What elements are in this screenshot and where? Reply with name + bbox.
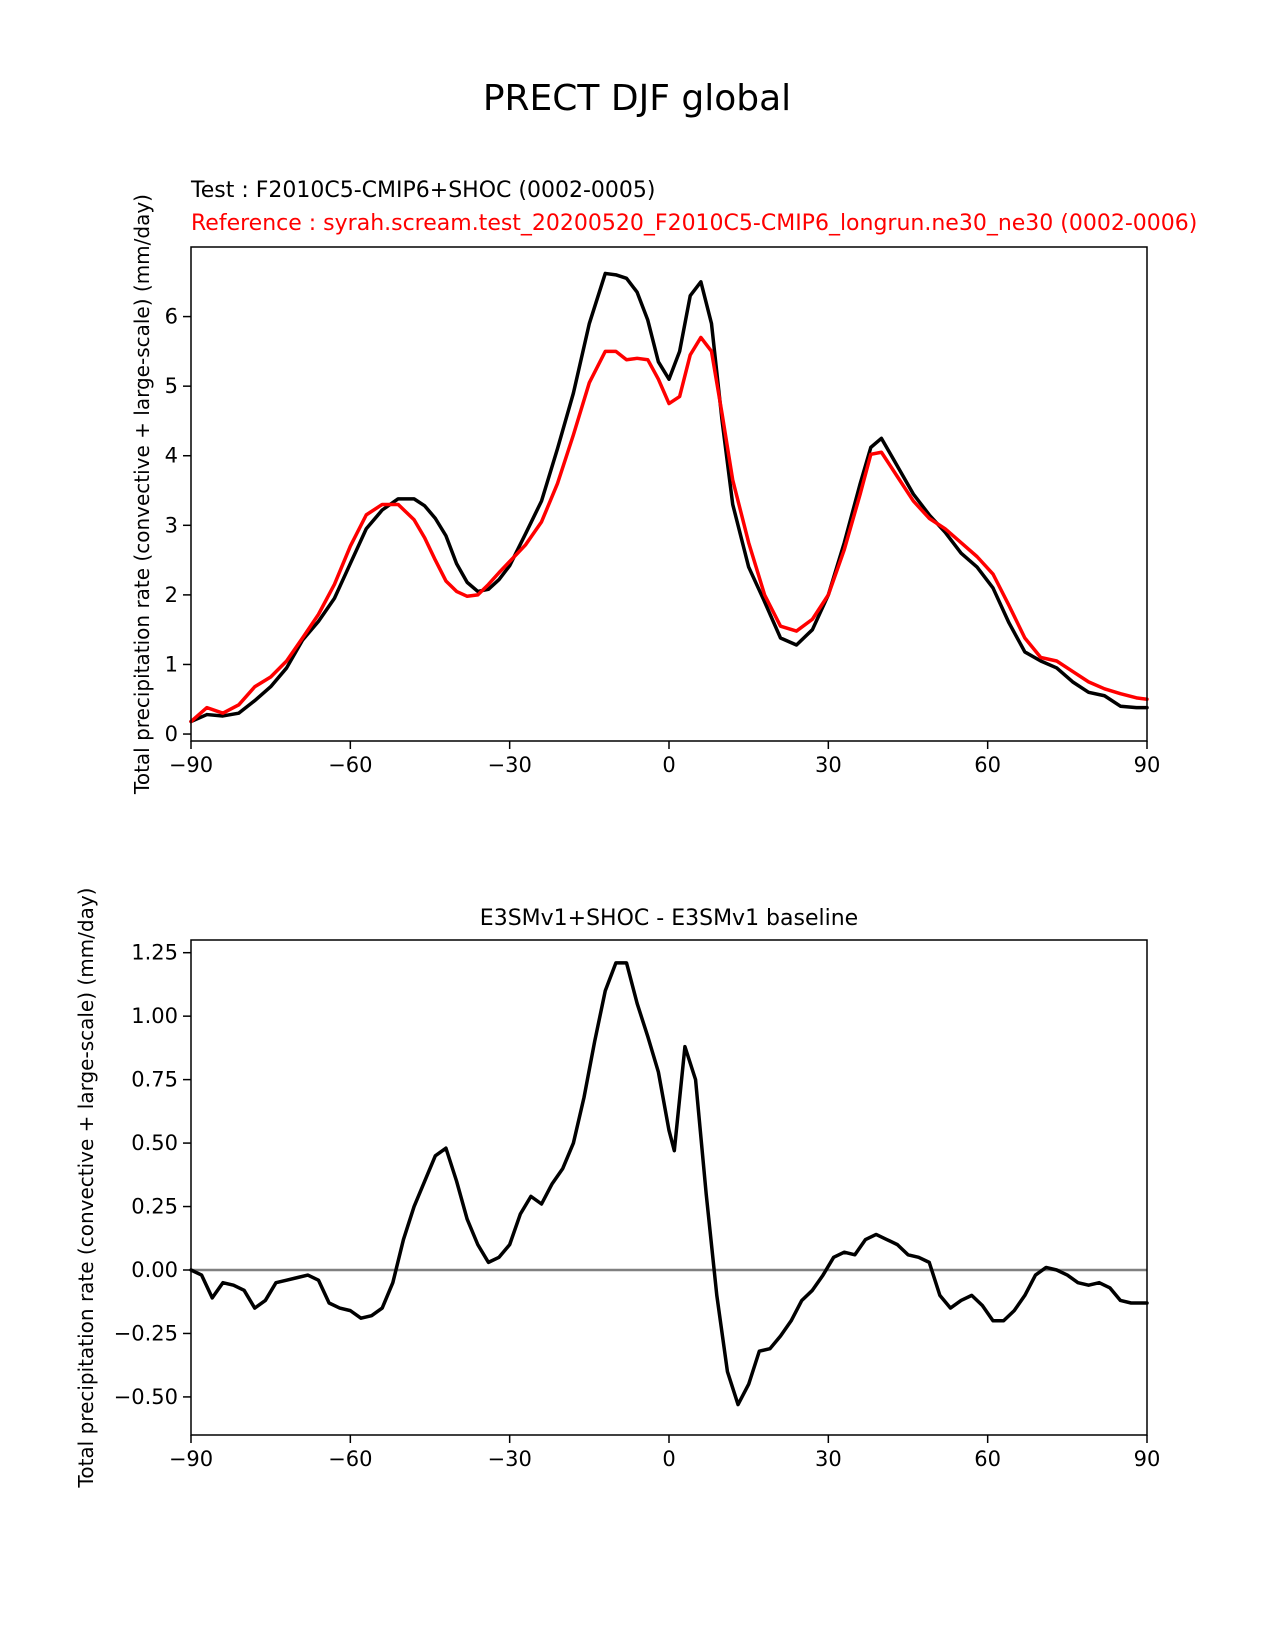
y-tick-label: 0.25 (131, 1195, 178, 1219)
y-tick-label: 0 (165, 722, 178, 746)
x-tick-label: 30 (815, 753, 842, 777)
y-axis-label: Total precipitation rate (convective + l… (74, 888, 98, 1489)
y-axis-label: Total precipitation rate (convective + l… (130, 194, 154, 795)
plot-frame (190, 939, 1148, 1436)
series-line-difference (189, 961, 1149, 1407)
y-tick-label: 3 (165, 513, 178, 537)
series-line-reference (189, 335, 1149, 724)
y-tick-label: 4 (165, 444, 178, 468)
x-tick-label: −90 (169, 753, 213, 777)
top-panel-test-title: Test : F2010C5-CMIP6+SHOC (0002-0005) (190, 178, 655, 203)
x-tick-label: 60 (974, 753, 1001, 777)
bottom-panel: E3SMv1+SHOC - E3SMv1 baseline −90 −60 −30 0… (74, 888, 1160, 1489)
y-tick-label: 1.25 (131, 941, 178, 965)
y-tick-label: 2 (165, 583, 178, 607)
x-tick-label: 0 (662, 1447, 675, 1471)
y-tick-label: −0.25 (114, 1321, 178, 1345)
x-tick-label: 90 (1134, 753, 1161, 777)
x-tick-label: −90 (169, 1447, 213, 1471)
figure-title: PRECT DJF global (483, 78, 791, 119)
y-tick-label: 1 (165, 652, 178, 676)
top-panel-reference-title: Reference : syrah.scream.test_20200520_F… (191, 211, 1197, 236)
x-tick-label: 30 (815, 1447, 842, 1471)
x-tick-label: −30 (488, 1447, 532, 1471)
y-tick-label: 6 (165, 305, 178, 329)
top-panel: Test : F2010C5-CMIP6+SHOC (0002-0005) Re… (130, 178, 1197, 795)
y-tick-label: 0.00 (131, 1258, 178, 1282)
y-tick-label: −0.50 (114, 1385, 178, 1409)
series-line-test (189, 271, 1149, 724)
y-tick-label: 1.00 (131, 1004, 178, 1028)
y-tick-label: 0.50 (131, 1131, 178, 1155)
x-tick-label: −30 (488, 753, 532, 777)
x-tick-label: 90 (1134, 1447, 1161, 1471)
bottom-panel-plot-area: −90 −60 −30 0 30 60 90 −0.50 −0.25 0.00 0.25 0.50 0.… (74, 888, 1160, 1489)
top-panel-plot-area: −90 −60 −30 0 30 60 90 0 1 2 3 4 5 6 Total precipitati… (130, 194, 1160, 795)
y-tick-label: 0.75 (131, 1068, 178, 1092)
x-tick-label: −60 (328, 753, 372, 777)
y-tick-label: 5 (165, 374, 178, 398)
bottom-panel-title: E3SMv1+SHOC - E3SMv1 baseline (480, 906, 858, 931)
x-tick-label: 60 (974, 1447, 1001, 1471)
x-tick-label: −60 (328, 1447, 372, 1471)
plot-frame (190, 246, 1148, 742)
x-tick-label: 0 (662, 753, 675, 777)
